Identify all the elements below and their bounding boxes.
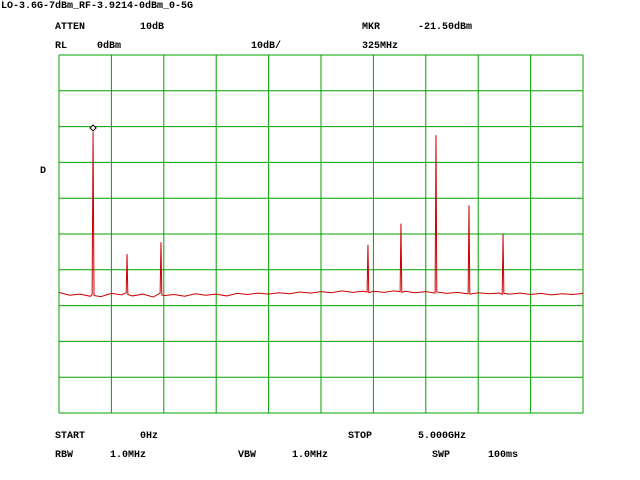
label: RL [55, 41, 67, 52]
label: SWP [432, 450, 450, 461]
value: 325MHz [362, 41, 398, 52]
label: ATTEN [55, 22, 85, 33]
label: START [55, 431, 85, 442]
value: 0Hz [140, 431, 158, 442]
label: MKR [362, 22, 380, 33]
title: LO-3.6G-7dBm_RF-3.9214-0dBm_0-5G [1, 0, 193, 12]
value: 100ms [488, 450, 518, 461]
value: 5.000GHz [418, 431, 466, 442]
label: VBW [238, 450, 256, 461]
value: 1.0MHz [292, 450, 328, 461]
value: 10dB/ [251, 40, 281, 52]
trace [58, 131, 584, 298]
label: STOP [348, 431, 372, 442]
value: 1.0MHz [110, 450, 146, 461]
label: RBW [55, 450, 73, 461]
marker [89, 124, 97, 132]
value: -21.50dBm [418, 21, 472, 33]
value: 0dBm [97, 40, 121, 52]
label: D [40, 166, 46, 177]
value: 10dB [140, 21, 164, 33]
